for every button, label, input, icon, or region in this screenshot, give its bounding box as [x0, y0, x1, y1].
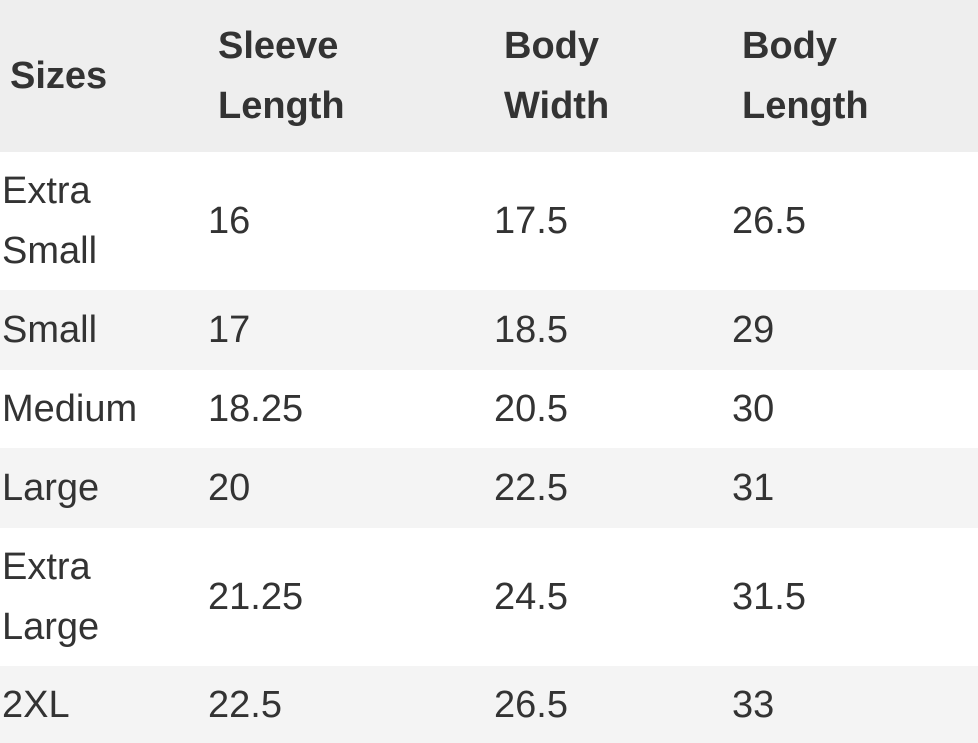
value-cell: 22.5 [494, 467, 568, 509]
size-cell: Medium [2, 388, 138, 430]
header-row: Sizes Sleeve Length Body Width Body Length [0, 0, 978, 152]
header-cell: Body Length [742, 25, 869, 127]
header-cell: Sizes [10, 55, 108, 97]
header-cell: Sleeve Length [218, 25, 345, 127]
value-cell: 26.5 [732, 200, 806, 242]
value-cell: 16 [208, 200, 251, 242]
size-cell: Extra Small [2, 170, 98, 272]
table-row: 2XL 22.5 26.5 33 [0, 666, 978, 743]
value-cell: 20.5 [494, 388, 568, 430]
value-cell: 31.5 [732, 576, 806, 618]
value-cell: 18.25 [208, 388, 304, 430]
table-row: Extra Large 21.25 24.5 31.5 [0, 528, 978, 666]
value-cell: 33 [732, 683, 775, 726]
value-cell: 29 [732, 309, 775, 351]
value-cell: 30 [732, 388, 775, 430]
table-row: Extra Small 16 17.5 26.5 [0, 152, 978, 290]
value-cell: 21.25 [208, 576, 304, 618]
value-cell: 20 [208, 467, 251, 509]
value-cell: 26.5 [494, 683, 568, 726]
table-row: Small 17 18.5 29 [0, 290, 978, 370]
value-cell: 17.5 [494, 200, 568, 242]
table-row: Large 20 22.5 31 [0, 448, 978, 528]
value-cell: 18.5 [494, 309, 568, 351]
size-cell: Extra Large [2, 546, 100, 648]
table-row: Medium 18.25 20.5 30 [0, 370, 978, 448]
size-cell: 2XL [2, 683, 70, 726]
value-cell: 22.5 [208, 683, 282, 726]
size-cell: Small [2, 309, 98, 351]
size-cell: Large [2, 467, 100, 509]
value-cell: 24.5 [494, 576, 568, 618]
value-cell: 17 [208, 309, 251, 351]
value-cell: 31 [732, 467, 775, 509]
header-cell: Body Width [504, 25, 610, 127]
